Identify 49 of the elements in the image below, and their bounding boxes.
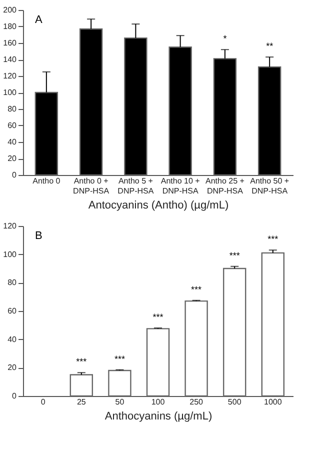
x-tick-label: Antho 5 + DNP-HSA [118, 176, 154, 196]
x-tick-label: 0 [40, 398, 46, 406]
y-tick-label: 20 [8, 154, 18, 163]
x-tick-label: 250 [190, 398, 204, 406]
annotation: *** [191, 284, 202, 294]
y-tick-label: 120 [3, 72, 18, 80]
y-tick-label: 180 [3, 22, 18, 31]
x-tick-label: 50 [115, 398, 125, 406]
y-tick-label: 160 [3, 38, 18, 48]
annotation: *** [268, 234, 279, 244]
annotation: *** [114, 354, 126, 364]
bar [261, 252, 284, 397]
x-tick-label: Antho 10 + DNP-HSA [160, 176, 200, 196]
y-tick-label: 40 [8, 138, 18, 146]
y-tick-label: 140 [3, 55, 18, 64]
y-tick-label: 100 [3, 88, 18, 97]
bar [222, 268, 246, 397]
y-tick-label: 60 [8, 121, 18, 130]
y-tick-label: 80 [8, 278, 18, 288]
x-axis-title: Antocyanins (Antho) (µg/mL) [88, 200, 229, 212]
x-tick-label: Antho 0 + DNP-HSA [73, 176, 110, 196]
x-tick-label: 100 [151, 398, 166, 406]
bar [146, 328, 170, 397]
x-axis-title: Anthocyanins (µg/mL) [104, 410, 212, 422]
x-tick-label: Antho 50 + DNP-HSA [250, 176, 290, 196]
annotation: *** [229, 250, 240, 260]
y-tick-label: 0 [12, 392, 18, 400]
y-tick-label: 40 [8, 334, 18, 344]
annotation: ** [266, 41, 274, 52]
x-tick-label: Antho 25 + DNP-HSA [205, 176, 245, 196]
annotation: * [223, 34, 228, 44]
x-tick-label: 25 [76, 398, 86, 406]
y-tick-label: 20 [8, 363, 18, 372]
x-tick-label: 1000 [264, 398, 282, 406]
y-tick-label: 0 [12, 170, 18, 180]
y-tick-label: 100 [3, 250, 18, 259]
bar [70, 374, 94, 397]
y-tick-label: 200 [3, 6, 18, 14]
y-tick-label: 80 [8, 104, 18, 114]
y-tick-label: 120 [3, 222, 18, 230]
x-tick-label: Antho 0 [32, 176, 61, 186]
bar [184, 300, 208, 397]
y-tick-label: 60 [8, 306, 18, 316]
chart-title: B [35, 230, 42, 242]
x-tick-label: 500 [228, 398, 242, 406]
chart-title: A [35, 14, 43, 26]
bar [108, 370, 132, 397]
annotation: *** [152, 312, 164, 322]
annotation: *** [76, 356, 88, 367]
